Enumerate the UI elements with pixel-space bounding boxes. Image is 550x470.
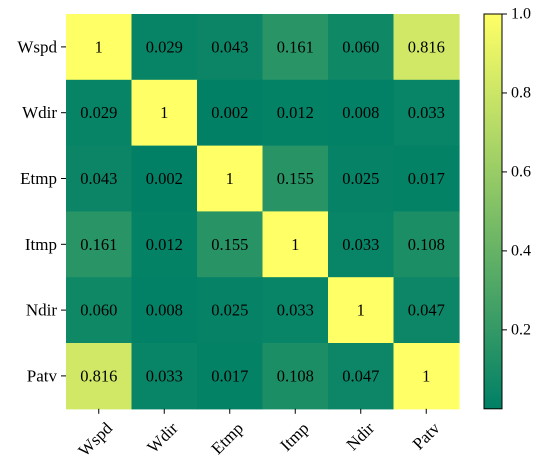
y-tick-label: Patv (27, 366, 58, 385)
heatmap-cell (131, 14, 198, 81)
heatmap-cell (66, 343, 133, 410)
cell-value-label: 0.043 (211, 37, 248, 56)
heatmap-cell (262, 343, 329, 410)
cell-value-label: 0.060 (80, 301, 117, 320)
heatmap-cell (197, 79, 264, 147)
y-tick-label: Wdir (22, 103, 57, 122)
cell-value-label: 0.012 (277, 103, 314, 122)
y-tick-label: Itmp (25, 235, 57, 254)
heatmap-cell (66, 277, 133, 344)
cell-value-label: 0.033 (408, 103, 445, 122)
cell-value-label: 0.033 (146, 366, 183, 385)
colorbar-tick-label: 0.2 (511, 321, 531, 338)
x-tick-label: Itmp (276, 419, 312, 455)
y-tick-label: Ndir (26, 301, 58, 320)
heatmap-cells (66, 14, 460, 410)
heatmap-cell (66, 79, 133, 147)
heatmap-cell (393, 343, 460, 410)
cell-value-label: 0.161 (80, 235, 117, 254)
heatmap-cell (328, 79, 395, 147)
heatmap-cell (197, 145, 264, 212)
heatmap-cell (197, 343, 264, 410)
colorbar-tick-label: 0.4 (511, 242, 531, 259)
cell-value-label: 0.816 (408, 37, 445, 56)
heatmap-cell (393, 14, 460, 81)
heatmap-cell (197, 211, 264, 278)
cell-value-label: 0.060 (342, 37, 379, 56)
cell-value-label: 0.047 (408, 301, 445, 320)
cell-value-label: 0.108 (408, 235, 445, 254)
heatmap-cell (66, 211, 133, 278)
heatmap-cell (393, 79, 460, 147)
cell-value-label: 1 (226, 169, 234, 188)
heatmap-cell (393, 145, 460, 212)
cell-value-label: 0.017 (211, 366, 248, 385)
y-tick-label: Wspd (17, 37, 57, 56)
heatmap-cell (262, 211, 329, 278)
cell-value-label: 0.155 (211, 235, 248, 254)
cell-value-label: 1 (291, 235, 299, 254)
cell-value-label: 0.029 (80, 103, 117, 122)
heatmap-cell (262, 277, 329, 344)
colorbar: 0.2 0.4 0.6 0.8 1.0 (483, 6, 531, 410)
heatmap-cell (131, 79, 198, 147)
heatmap-cell (66, 145, 133, 212)
cell-value-label: 0.002 (146, 169, 183, 188)
x-axis: Wspd Wdir Etmp Itmp Ndir Patv (75, 408, 444, 460)
heatmap-cell (393, 211, 460, 278)
heatmap-cell (131, 211, 198, 278)
heatmap-cell (197, 277, 264, 344)
cell-value-label: 0.017 (408, 169, 445, 188)
cell-value-label: 0.108 (277, 366, 314, 385)
heatmap-cell-labels: 1 0.029 0.043 0.161 0.060 0.816 0.029 1 0.002 0.0… (80, 37, 445, 385)
colorbar-tick-label: 0.6 (511, 163, 531, 180)
x-tick-label: Etmp (208, 419, 247, 458)
cell-value-label: 0.025 (211, 301, 248, 320)
cell-value-label: 0.029 (146, 37, 183, 56)
heatmap-cell (328, 145, 395, 212)
cell-value-label: 1 (357, 301, 365, 320)
heatmap-cell (131, 343, 198, 410)
colorbar-tick-label: 0.8 (511, 84, 531, 101)
x-tick-label: Wdir (143, 418, 181, 456)
heatmap-cell (328, 343, 395, 410)
x-tick-label: Patv (409, 418, 444, 453)
cell-value-label: 0.047 (342, 366, 379, 385)
cell-value-label: 0.012 (146, 235, 183, 254)
cell-value-label: 0.025 (342, 169, 379, 188)
y-axis: Wspd Wdir Etmp Itmp Ndir Patv (17, 37, 66, 385)
heatmap-cell (328, 277, 395, 344)
cell-value-label: 0.033 (342, 235, 379, 254)
x-tick-label: Ndir (343, 418, 379, 454)
colorbar-tick-label: 1.0 (511, 6, 531, 23)
heatmap-cell (262, 145, 329, 212)
cell-value-label: 0.033 (277, 301, 314, 320)
heatmap-cell (393, 277, 460, 344)
colorbar-ticks: 0.2 0.4 0.6 0.8 1.0 (502, 6, 531, 338)
cell-value-label: 1 (422, 366, 430, 385)
heatmap-cell (197, 14, 264, 81)
cell-value-label: 0.155 (277, 169, 314, 188)
cell-value-label: 1 (95, 37, 103, 56)
cell-value-label: 0.816 (80, 366, 117, 385)
heatmap-cell (66, 14, 133, 81)
heatmap-cell (262, 14, 329, 81)
heatmap-cell (262, 79, 329, 147)
cell-value-label: 1 (160, 103, 168, 122)
heatmap-cell (328, 14, 395, 81)
cell-value-label: 0.002 (211, 103, 248, 122)
heatmap-cell (328, 211, 395, 278)
x-tick-label: Wspd (75, 418, 117, 460)
heatmap-cell (131, 145, 198, 212)
y-tick-label: Etmp (20, 169, 57, 188)
cell-value-label: 0.161 (277, 37, 314, 56)
heatmap-cell (131, 277, 198, 344)
colorbar-gradient (483, 13, 503, 410)
cell-value-label: 0.008 (146, 301, 183, 320)
cell-value-label: 0.043 (80, 169, 117, 188)
cell-value-label: 0.008 (342, 103, 379, 122)
